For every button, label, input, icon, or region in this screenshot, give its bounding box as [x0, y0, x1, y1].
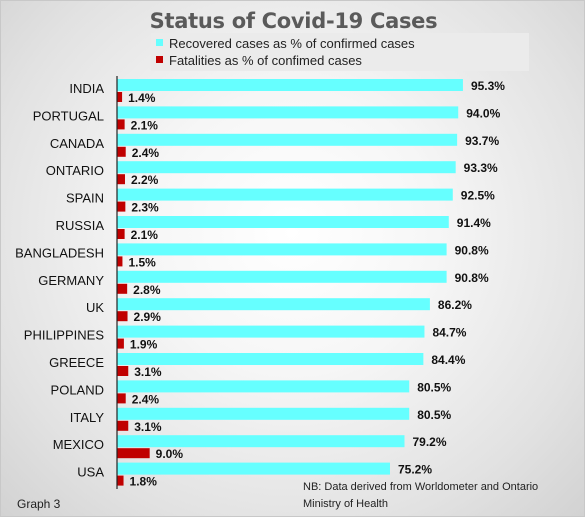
- data-label-recovered-philippines: 84.7%: [432, 326, 466, 340]
- bar-fatalities-spain: [117, 201, 126, 212]
- bar-fatalities-poland: [117, 393, 126, 404]
- bar-recovered-canada: [117, 133, 458, 146]
- category-label-poland: POLAND: [51, 382, 104, 397]
- data-label-fatalities-ontario: 2.2%: [131, 173, 159, 187]
- legend-swatch-recovered: [156, 39, 163, 46]
- source-note: NB: Data derived from Worldometer and On…: [303, 481, 539, 510]
- bar-fatalities-ontario: [117, 174, 125, 185]
- data-label-fatalities-spain: 2.3%: [131, 201, 159, 215]
- data-label-fatalities-philippines: 1.9%: [130, 338, 158, 352]
- category-label-greece: GREECE: [49, 355, 104, 370]
- graph-number-label: Graph 3: [17, 497, 61, 511]
- bar-recovered-uk: [117, 298, 430, 311]
- bar-fatalities-canada: [117, 146, 126, 157]
- data-label-recovered-mexico: 79.2%: [412, 435, 446, 449]
- data-label-recovered-poland: 80.5%: [417, 380, 451, 394]
- data-label-fatalities-india: 1.4%: [128, 91, 156, 105]
- bar-recovered-greece: [117, 353, 424, 365]
- bar-fatalities-mexico: [117, 448, 150, 459]
- data-label-fatalities-canada: 2.4%: [132, 146, 160, 160]
- category-label-uk: UK: [86, 300, 104, 315]
- bar-fatalities-russia: [117, 229, 125, 239]
- bar-fatalities-portugal: [117, 119, 125, 130]
- bar-recovered-mexico: [117, 435, 405, 448]
- data-label-fatalities-uk: 2.9%: [134, 310, 162, 324]
- data-label-recovered-usa: 75.2%: [398, 463, 432, 477]
- legend-label-recovered: Recovered cases as % of confirmed cases: [169, 36, 415, 51]
- bar-recovered-spain: [117, 188, 453, 201]
- category-label-mexico: MEXICO: [53, 437, 104, 452]
- bar-recovered-portugal: [117, 106, 459, 119]
- chart-title: Status of Covid-19 Cases: [149, 9, 438, 33]
- data-label-fatalities-italy: 3.1%: [134, 420, 162, 434]
- data-label-recovered-canada: 93.7%: [465, 134, 499, 148]
- data-label-fatalities-portugal: 2.1%: [131, 118, 159, 132]
- bar-recovered-italy: [117, 407, 410, 420]
- data-label-fatalities-mexico: 9.0%: [156, 447, 184, 461]
- bar-fatalities-uk: [117, 311, 128, 322]
- bar-recovered-russia: [117, 216, 449, 228]
- bar-fatalities-germany: [117, 283, 128, 294]
- data-label-recovered-russia: 91.4%: [457, 216, 491, 230]
- legend-item-recovered: Recovered cases as % of confirmed cases: [156, 36, 415, 51]
- bar-fatalities-bangladesh: [117, 256, 123, 267]
- bar-recovered-usa: [117, 462, 390, 475]
- data-label-recovered-spain: 92.5%: [461, 189, 495, 203]
- bar-recovered-poland: [117, 380, 410, 393]
- category-label-russia: RUSSIA: [56, 218, 105, 233]
- category-label-canada: CANADA: [50, 136, 105, 151]
- bar-fatalities-greece: [117, 366, 129, 376]
- legend: Recovered cases as % of confirmed cases …: [151, 33, 529, 71]
- category-label-india: INDIA: [69, 81, 104, 96]
- data-label-recovered-germany: 90.8%: [455, 271, 489, 285]
- data-label-recovered-ontario: 93.3%: [464, 161, 498, 175]
- category-label-philippines: PHILIPPINES: [24, 328, 105, 343]
- category-label-bangladesh: BANGLADESH: [15, 245, 104, 260]
- category-label-usa: USA: [77, 465, 104, 480]
- legend-label-fatalities: Fatalities as % of confimed cases: [169, 53, 362, 68]
- data-label-fatalities-poland: 2.4%: [132, 392, 160, 406]
- bar-recovered-india: [117, 79, 463, 91]
- bar-fatalities-italy: [117, 420, 129, 431]
- data-label-recovered-portugal: 94.0%: [466, 106, 500, 120]
- bar-fatalities-philippines: [117, 338, 124, 349]
- bar-recovered-bangladesh: [117, 243, 447, 256]
- data-label-fatalities-bangladesh: 1.5%: [128, 255, 156, 269]
- category-label-germany: GERMANY: [38, 273, 104, 288]
- bar-fatalities-india: [117, 92, 123, 102]
- data-label-fatalities-usa: 1.8%: [130, 475, 158, 489]
- category-label-ontario: ONTARIO: [46, 163, 104, 178]
- data-label-recovered-bangladesh: 90.8%: [455, 243, 489, 257]
- data-label-fatalities-russia: 2.1%: [131, 228, 159, 242]
- data-label-recovered-greece: 84.4%: [431, 353, 465, 367]
- data-label-recovered-italy: 80.5%: [417, 408, 451, 422]
- category-label-portugal: PORTUGAL: [33, 108, 104, 123]
- category-label-italy: ITALY: [70, 410, 105, 425]
- data-label-fatalities-greece: 3.1%: [134, 365, 162, 379]
- category-label-spain: SPAIN: [66, 191, 104, 206]
- data-label-fatalities-germany: 2.8%: [133, 283, 161, 297]
- bar-fatalities-usa: [117, 475, 124, 486]
- data-label-recovered-uk: 86.2%: [438, 298, 472, 312]
- legend-item-fatalities: Fatalities as % of confimed cases: [156, 53, 362, 68]
- bar-recovered-ontario: [117, 161, 456, 174]
- data-label-recovered-india: 95.3%: [471, 79, 505, 93]
- bar-recovered-philippines: [117, 325, 425, 338]
- legend-swatch-fatalities: [156, 56, 163, 63]
- bar-recovered-germany: [117, 270, 447, 283]
